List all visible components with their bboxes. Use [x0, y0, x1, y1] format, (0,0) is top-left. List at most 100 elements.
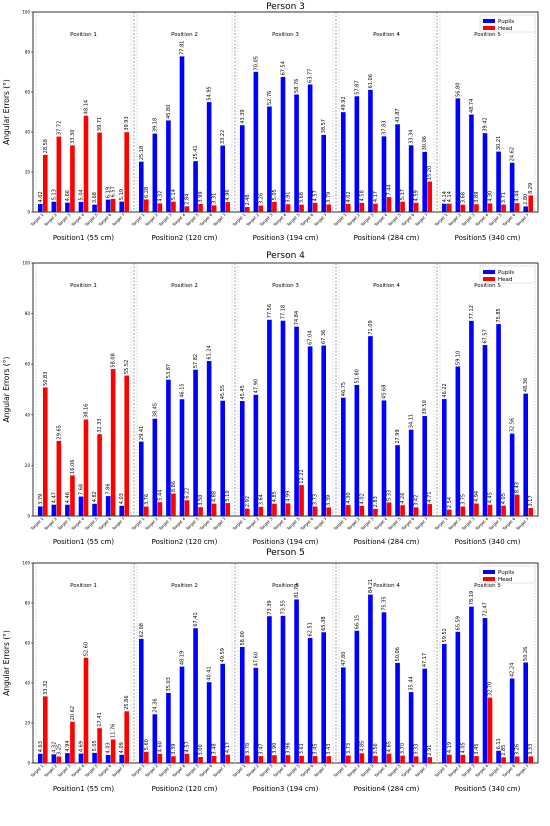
bar-pupils [368, 336, 373, 516]
value-label-pupils: 50.06 [395, 647, 401, 661]
bar-pupils [51, 504, 57, 516]
bar-pupils [105, 496, 111, 516]
bar-pupils [239, 125, 245, 212]
legend-swatch [483, 19, 495, 23]
chart-title: Person 4 [266, 251, 305, 261]
target-tick-label: Target 5 [285, 516, 301, 532]
target-tick-label: Target 7 [413, 516, 429, 532]
value-label-head: 3.45 [474, 743, 480, 754]
y-tick-label: 80 [25, 601, 31, 606]
bar-pupils [294, 599, 299, 763]
bar-pupils [496, 151, 501, 212]
bar-pupils [422, 151, 428, 212]
y-tick-label: 80 [25, 50, 31, 55]
bar-pupils [496, 324, 501, 516]
position-panel-label: Position 5 [474, 32, 501, 38]
y-tick-label: 20 [25, 463, 31, 468]
target-tick-label: Target 4 [373, 212, 389, 228]
value-label-pupils: 37.83 [381, 121, 387, 135]
value-label-head: 3.33 [528, 744, 534, 755]
bar-head [110, 198, 116, 212]
target-tick-label: Target 4 [171, 516, 187, 532]
value-label-pupils: 75.35 [381, 596, 387, 610]
y-tick-label: 100 [22, 561, 30, 566]
value-label-head: 39.93 [124, 116, 130, 130]
value-label-head: 50.83 [43, 372, 49, 386]
target-tick-label: Target 3 [258, 516, 274, 532]
legend-swatch [483, 577, 495, 581]
value-label-pupils: 62.08 [139, 623, 145, 637]
value-label-pupils: 33.22 [220, 130, 226, 144]
bar-pupils [92, 752, 97, 763]
target-tick-label: Target 2 [143, 212, 159, 228]
value-label-pupils: 4.03 [119, 493, 125, 504]
value-label-pupils: 42.24 [510, 663, 516, 677]
target-tick-label: Target 5 [487, 516, 503, 532]
target-tick-label: Target 1 [332, 763, 348, 779]
value-label-pupils: 67.57 [482, 329, 488, 343]
value-label-pupils: 72.47 [482, 602, 488, 616]
position-group-label: Position5 (340 cm) [455, 538, 521, 546]
bar-head [42, 696, 48, 763]
target-tick-label: Target 6 [198, 763, 214, 779]
bar-pupils [321, 134, 327, 212]
target-tick-label: Target 7 [110, 516, 126, 532]
value-label-head: 3.26 [258, 193, 264, 204]
bar-pupils [441, 399, 447, 516]
value-label-pupils: 70.05 [253, 56, 259, 70]
bar-pupils [321, 345, 327, 516]
bar-pupils [220, 400, 226, 516]
bar-pupils [206, 361, 212, 516]
bar-pupils [381, 136, 387, 212]
target-tick-label: Target 1 [433, 516, 449, 532]
bar-pupils [455, 98, 461, 212]
bar-head [110, 369, 116, 516]
bar-pupils [267, 616, 272, 763]
bar-head [514, 756, 520, 763]
value-label-pupils: 46.15 [179, 383, 185, 397]
bar-pupils [78, 201, 84, 212]
value-label-pupils: 43.87 [395, 108, 401, 122]
value-label-head: 4.17 [373, 191, 379, 202]
bar-head [258, 756, 264, 763]
position-group: Position 1 Position1 (55 cm) 3.79 50.83 Targ… [29, 263, 132, 546]
bar-pupils [166, 692, 171, 763]
bar-head [400, 505, 405, 516]
bar-head [143, 199, 149, 212]
value-label-pupils: 45.68 [381, 385, 387, 399]
target-tick-label: Target 7 [211, 516, 227, 532]
bar-pupils [65, 504, 70, 516]
value-label-head: 4.57 [185, 741, 191, 752]
value-label-pupils: 34.11 [409, 414, 415, 428]
value-label-pupils: 25.41 [193, 145, 199, 159]
bar-head [285, 755, 291, 763]
bar-head [359, 753, 365, 763]
value-label-pupils: 56.80 [455, 83, 461, 97]
y-axis-label: Angular Errors (°) [2, 357, 11, 423]
value-label-pupils: 71.09 [368, 320, 374, 334]
target-tick-label: Target 1 [130, 763, 146, 779]
bar-pupils [166, 379, 171, 516]
value-label-head: 25.86 [124, 695, 130, 709]
value-label-head: 4.30 [346, 492, 352, 503]
target-tick-label: Target 7 [110, 763, 126, 779]
position-panel-label: Position 1 [70, 32, 97, 38]
value-label-head: 12.22 [299, 469, 305, 483]
bar-pupils [280, 76, 286, 212]
target-tick-label: Target 2 [244, 516, 260, 532]
bar-head [97, 132, 102, 212]
y-tick-label: 60 [25, 90, 31, 95]
value-label-pupils: 4.94 [65, 740, 71, 751]
bar-pupils [321, 632, 327, 763]
bar-pupils [119, 754, 125, 763]
value-label-head: 55.52 [124, 360, 130, 374]
bar-head [143, 506, 149, 516]
bar-head [326, 507, 332, 516]
bar-head [359, 505, 365, 516]
y-tick-label: 20 [25, 170, 31, 175]
target-tick-label: Target 3 [157, 516, 173, 532]
position-group: Position 4 Position4 (284 cm) 47.80 3.73 Tar… [332, 563, 435, 793]
value-label-pupils: 81.79 [294, 584, 300, 598]
bar-pupils [253, 394, 259, 516]
